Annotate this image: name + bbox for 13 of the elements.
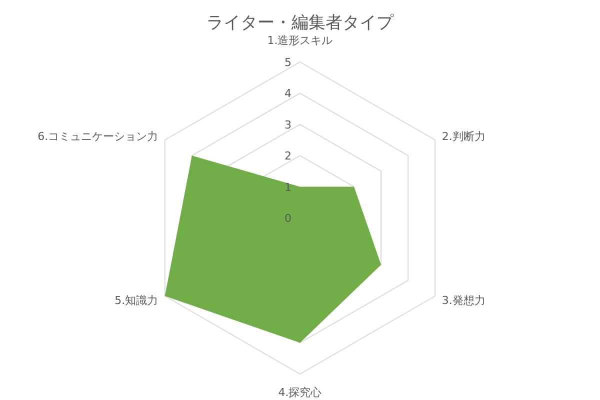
y-tick-label: 1 <box>284 180 292 194</box>
chart-title: ライター・編集者タイプ <box>206 13 394 33</box>
y-tick-label: 5 <box>284 56 292 69</box>
y-tick-label: 3 <box>284 118 292 132</box>
y-tick-label: 0 <box>284 212 292 225</box>
spoke-label: 2.判断力 <box>442 130 486 144</box>
spoke-label: 4.探究心 <box>278 386 322 399</box>
spoke-label: 3.発想力 <box>442 294 486 307</box>
spoke-label: 6.コミュニケーション力 <box>38 130 158 144</box>
spoke-label: 5.知識力 <box>114 294 158 307</box>
spoke-label: 1.造形スキル <box>267 34 333 48</box>
y-tick-label: 2 <box>284 150 292 163</box>
y-tick-label: 4 <box>284 87 292 100</box>
